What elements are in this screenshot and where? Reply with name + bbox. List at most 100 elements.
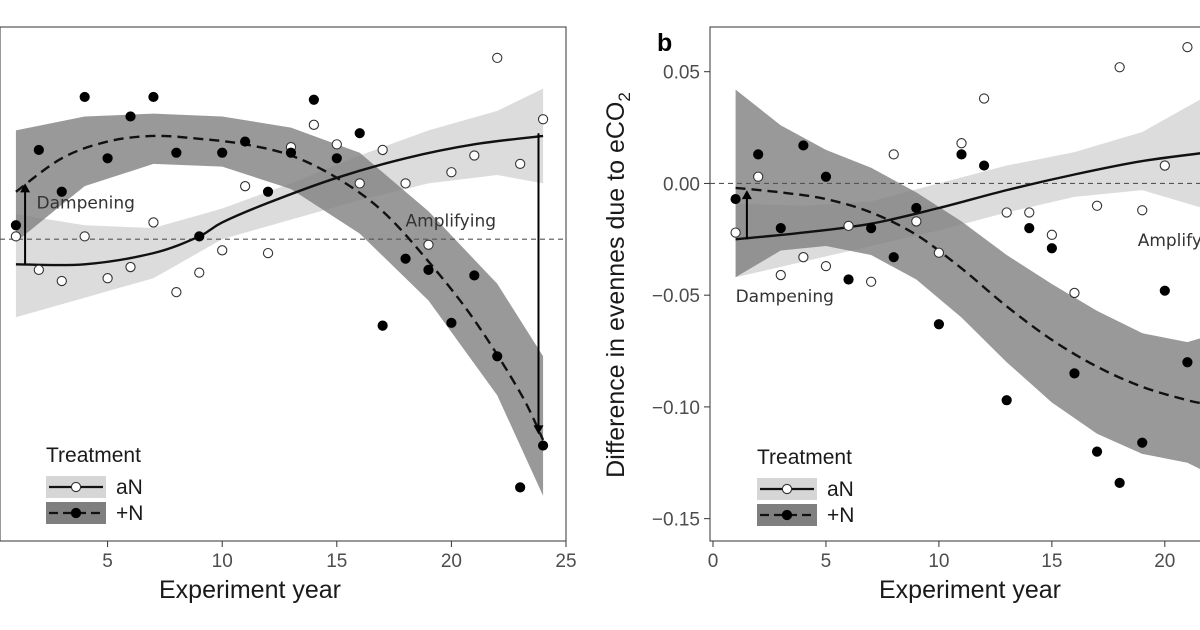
arrow-head-amplifying <box>533 425 544 435</box>
data-point-plusN <box>262 186 274 197</box>
confidence-band-aN <box>15 88 544 318</box>
panel-b-fit-lines <box>735 152 1200 405</box>
data-point-aN <box>102 273 113 284</box>
data-point-aN <box>194 267 205 278</box>
data-point-plusN <box>446 317 457 328</box>
data-point-aN <box>978 93 990 104</box>
legend-label-aN: aN <box>827 478 854 501</box>
data-point-aN <box>79 231 90 242</box>
data-point-plusN <box>492 351 503 362</box>
x-tick-label: 10 <box>212 551 233 572</box>
annotation-dampening: Dampening <box>736 287 834 307</box>
data-point-plusN <box>515 482 526 493</box>
panel-a-confidence-bands <box>15 88 544 496</box>
data-point-aN <box>423 239 434 250</box>
arrow-head-dampening <box>741 190 752 200</box>
x-tick-label: 20 <box>441 551 462 572</box>
data-point-plusN <box>911 202 922 214</box>
panel-b-y-axis-title-text: Difference in evennes due to eCO <box>602 102 630 478</box>
legend-key-marker <box>781 509 793 521</box>
data-point-aN <box>492 52 503 64</box>
panel-b-y-axis-title-subscript: 2 <box>615 92 634 101</box>
data-point-aN <box>888 149 899 160</box>
data-point-aN <box>400 178 411 189</box>
legend-title: Treatment <box>757 446 852 469</box>
data-point-aN <box>1091 200 1103 211</box>
panel-a-x-axis: 0510152025 <box>102 541 577 572</box>
data-point-plusN <box>148 91 159 103</box>
legend-key-marker <box>70 481 82 493</box>
data-point-plusN <box>866 223 877 234</box>
data-point-aN <box>1069 287 1080 299</box>
data-point-plusN <box>79 91 90 103</box>
data-point-aN <box>956 138 967 149</box>
x-tick-label: 20 <box>1154 551 1175 572</box>
data-point-aN <box>262 247 274 259</box>
annotation-amplifying: Amplifying <box>406 212 496 232</box>
legend-key-marker <box>70 507 82 519</box>
x-tick-label: 25 <box>555 551 576 572</box>
panel-b-legend: Treatment aN +N <box>757 446 854 527</box>
data-point-plusN <box>933 319 945 330</box>
data-point-plusN <box>798 140 809 151</box>
data-point-plusN <box>753 149 764 160</box>
fit-line-aN <box>15 134 544 267</box>
panel-b-label: b <box>657 29 672 57</box>
fit-line-aN <box>735 152 1200 241</box>
data-point-plusN <box>1046 243 1057 254</box>
panel-a-legend: Treatment aN +N <box>46 444 143 525</box>
data-point-aN <box>798 252 809 263</box>
data-point-plusN <box>10 220 22 231</box>
panel-b-confidence-bands <box>735 89 1200 470</box>
data-point-plusN <box>1024 223 1035 234</box>
panel-b-x-axis: 0 5 10 15 20 <box>708 541 1175 572</box>
arrow-head-dampening <box>20 183 31 193</box>
data-point-aN <box>56 275 67 287</box>
panel-a-x-axis-title: Experiment year <box>159 576 341 604</box>
data-point-plusN <box>469 270 480 281</box>
x-tick-label: 5 <box>821 551 832 572</box>
panel-b-y-axis: 0.05 0.00 −0.05 −0.10 −0.15 <box>652 63 710 531</box>
y-tick-label: 0.05 <box>663 63 700 84</box>
data-point-aN <box>331 139 342 150</box>
data-point-aN <box>730 227 741 238</box>
data-point-plusN <box>240 136 251 147</box>
data-point-plusN <box>978 160 990 171</box>
y-tick-label: −0.05 <box>652 286 700 307</box>
data-point-aN <box>775 269 786 281</box>
data-point-aN <box>1159 160 1170 171</box>
fit-line-plusN <box>15 134 545 441</box>
data-point-aN <box>10 231 22 242</box>
annotation-dampening: Dampening <box>37 193 135 213</box>
data-point-aN <box>377 144 388 156</box>
data-point-plusN <box>400 253 411 264</box>
y-tick-label: −0.15 <box>652 510 700 531</box>
data-point-plusN <box>377 320 388 331</box>
legend-title: Treatment <box>46 444 141 467</box>
panel-b-x-axis-title: Experiment year <box>879 576 1061 604</box>
data-point-plusN <box>1091 446 1103 457</box>
data-point-aN <box>217 245 228 256</box>
data-point-aN <box>1046 229 1058 240</box>
data-point-plusN <box>33 144 44 156</box>
data-point-plusN <box>1182 357 1193 368</box>
data-point-aN <box>865 276 877 287</box>
data-point-plusN <box>331 153 342 164</box>
data-point-plusN <box>102 153 113 164</box>
panel-b: Dampening Amplify 0 5 10 15 20 0.05 0.00 −0.05 −… <box>602 26 1200 604</box>
data-point-aN <box>308 119 320 130</box>
data-point-plusN <box>125 111 136 122</box>
legend-label-plusN: +N <box>827 504 854 527</box>
data-point-plusN <box>308 94 319 105</box>
data-point-plusN <box>820 171 832 182</box>
data-point-aN <box>1001 207 1012 218</box>
data-point-plusN <box>56 186 67 197</box>
data-point-plusN <box>1001 395 1012 406</box>
x-tick-label: 15 <box>326 551 347 572</box>
data-point-aN <box>820 260 832 272</box>
data-point-plusN <box>1137 437 1148 448</box>
legend-key-marker <box>781 483 793 495</box>
data-point-aN <box>469 150 480 161</box>
x-tick-label: 15 <box>1041 551 1062 572</box>
